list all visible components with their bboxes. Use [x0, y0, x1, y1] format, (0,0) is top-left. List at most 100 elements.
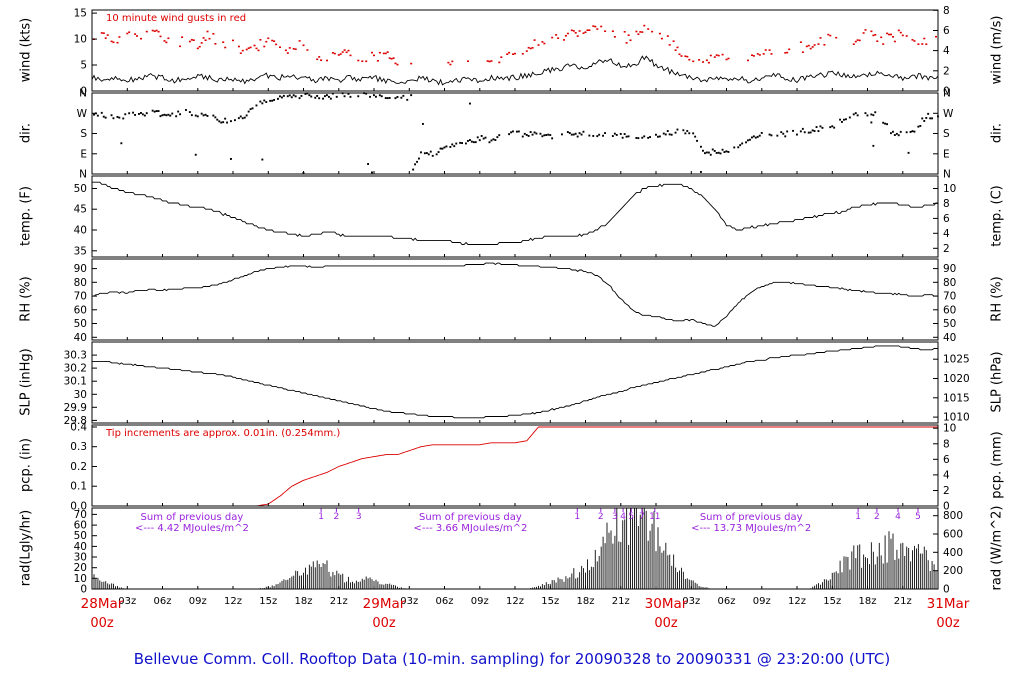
svg-text:15z: 15z	[259, 596, 277, 607]
axis-label-pcp-right: pcp. (mm)	[989, 431, 1005, 499]
svg-text:2: 2	[598, 512, 604, 522]
svg-text:21z: 21z	[612, 596, 630, 607]
svg-text:40: 40	[74, 332, 87, 344]
svg-text:18z: 18z	[859, 596, 877, 607]
wind-note: 10 minute wind gusts in red	[106, 13, 246, 24]
svg-text:15z: 15z	[541, 596, 559, 607]
rad-sum-annotation: Sum of previous day<--- 3.66 MJoules/m^2	[413, 512, 527, 534]
svg-text:2: 2	[334, 512, 340, 522]
svg-text:0: 0	[80, 86, 87, 98]
svg-text:1: 1	[318, 512, 324, 522]
svg-text:60: 60	[943, 304, 956, 316]
wind-direction-points	[93, 92, 939, 174]
svg-text:1: 1	[574, 512, 580, 522]
svg-text:600: 600	[943, 529, 963, 541]
svg-text:09z: 09z	[753, 596, 771, 607]
svg-text:20: 20	[74, 562, 87, 574]
svg-text:1: 1	[855, 512, 861, 522]
svg-text:1010: 1010	[943, 412, 970, 424]
svg-text:2: 2	[943, 65, 950, 77]
svg-text:18z: 18z	[577, 596, 595, 607]
svg-text:<--- 13.73 MJoules/m^2: <--- 13.73 MJoules/m^2	[691, 523, 811, 534]
svg-text:28Mar: 28Mar	[81, 596, 124, 612]
svg-text:12z: 12z	[224, 596, 242, 607]
svg-text:30Mar: 30Mar	[645, 596, 688, 612]
svg-text:Sum of previous day: Sum of previous day	[700, 512, 803, 523]
svg-text:10: 10	[74, 34, 87, 46]
svg-text:4: 4	[895, 512, 901, 522]
svg-text:E: E	[80, 148, 87, 160]
svg-text:29Mar: 29Mar	[363, 596, 406, 612]
svg-text:S: S	[80, 128, 87, 140]
svg-text:31Mar: 31Mar	[927, 596, 970, 612]
svg-text:1015: 1015	[943, 392, 970, 404]
svg-text:<--- 3.66 MJoules/m^2: <--- 3.66 MJoules/m^2	[413, 523, 527, 534]
svg-text:4: 4	[943, 469, 950, 481]
svg-text:40: 40	[943, 332, 956, 344]
svg-text:30.3: 30.3	[64, 350, 87, 362]
axis-label-rh-left: RH (%)	[18, 276, 34, 322]
svg-text:Sum of previous day: Sum of previous day	[141, 512, 244, 523]
rad-milestones: 1 2 3 1 2 3 4 5 7 11 1 2 4 5	[318, 508, 921, 522]
slp-line	[92, 345, 938, 419]
svg-text:03z: 03z	[400, 596, 418, 607]
rad-sum-annotation: Sum of previous day<--- 13.73 MJoules/m^…	[691, 512, 811, 534]
svg-text:50: 50	[74, 530, 87, 542]
svg-text:6: 6	[943, 213, 950, 225]
svg-text:0: 0	[943, 501, 950, 513]
axis-label-rad-right: rad (W/m^2)	[989, 505, 1005, 591]
svg-text:8: 8	[943, 5, 950, 17]
svg-text:06z: 06z	[154, 596, 172, 607]
axis-label-slp-left: SLP (inHg)	[18, 348, 34, 416]
svg-text:70: 70	[943, 291, 956, 303]
svg-text:70: 70	[74, 291, 87, 303]
wind-gust-points	[93, 24, 937, 66]
svg-text:80: 80	[943, 277, 956, 289]
svg-text:<--- 4.42 MJoules/m^2: <--- 4.42 MJoules/m^2	[135, 523, 249, 534]
axis-label-rad-left: rad(Lgly/hr)	[18, 509, 34, 587]
svg-text:N: N	[79, 88, 87, 100]
svg-text:40: 40	[74, 225, 87, 237]
svg-text:60: 60	[74, 520, 87, 532]
svg-text:2: 2	[943, 485, 950, 497]
svg-text:60: 60	[74, 304, 87, 316]
svg-text:1025: 1025	[943, 354, 970, 366]
svg-text:Sum of previous day: Sum of previous day	[419, 512, 522, 523]
svg-text:09z: 09z	[189, 596, 207, 607]
svg-text:4: 4	[943, 228, 950, 240]
svg-text:30.1: 30.1	[64, 376, 87, 388]
svg-text:6: 6	[943, 25, 950, 37]
axis-label-rh-right: RH (%)	[989, 276, 1005, 322]
chart-title: Bellevue Comm. Coll. Rooftop Data (10-mi…	[133, 650, 891, 668]
svg-text:90: 90	[943, 263, 956, 275]
svg-text:0.4: 0.4	[70, 422, 87, 434]
svg-text:06z: 06z	[718, 596, 736, 607]
rad-sum-annotation: Sum of previous day<--- 4.42 MJoules/m^2	[135, 512, 249, 534]
panel-temp: 35 40 45 50 2 4 6 8 10	[74, 175, 956, 258]
svg-text:3: 3	[356, 512, 362, 522]
axis-label-dir-right: dir.	[989, 122, 1005, 144]
axis-label-dir-left: dir.	[18, 122, 34, 144]
svg-text:0.2: 0.2	[70, 461, 87, 473]
svg-text:200: 200	[943, 565, 963, 577]
svg-text:4: 4	[620, 512, 626, 522]
svg-text:90: 90	[74, 263, 87, 275]
svg-text:4: 4	[943, 45, 950, 57]
svg-text:0: 0	[80, 584, 87, 596]
svg-text:7: 7	[639, 512, 645, 522]
svg-text:00z: 00z	[936, 616, 960, 631]
svg-text:11: 11	[649, 512, 660, 522]
svg-text:W: W	[77, 108, 88, 120]
meteogram-chart: 10 minute wind gusts in red05101502468NE…	[64, 5, 970, 631]
axis-label-slp-right: SLP (hPa)	[989, 351, 1005, 413]
time-axis: 03z 06z 09z 12z 15z 18z 21z 03z 06z 09z 12z 15z 18z 2…	[81, 596, 970, 631]
svg-text:09z: 09z	[471, 596, 489, 607]
svg-text:5: 5	[80, 60, 87, 72]
svg-text:10: 10	[943, 183, 956, 195]
svg-text:0: 0	[943, 584, 950, 596]
svg-text:E: E	[943, 148, 950, 160]
